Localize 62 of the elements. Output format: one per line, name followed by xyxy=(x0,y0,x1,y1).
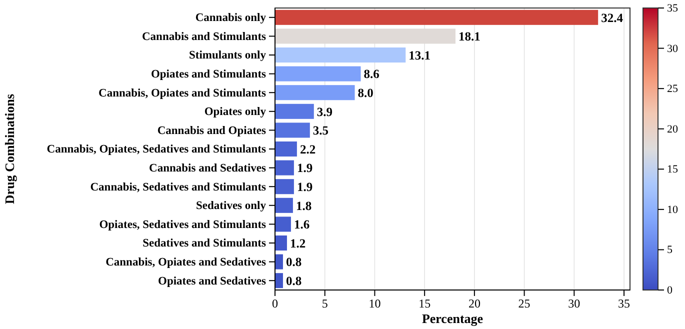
x-tick-label: 30 xyxy=(568,296,580,311)
data-label: 3.9 xyxy=(316,104,333,119)
color-bar-label: 30 xyxy=(667,42,678,55)
y-tick-label: Cannabis, Sedatives and Stimulants xyxy=(90,181,267,194)
x-tick-label: 25 xyxy=(518,296,530,311)
bar xyxy=(275,47,406,63)
data-label: 13.1 xyxy=(408,48,431,62)
data-label: 0.8 xyxy=(286,255,302,270)
bar xyxy=(275,85,355,100)
y-tick-label: Cannabis, Opiates and Sedatives xyxy=(106,256,267,268)
data-label: 1.9 xyxy=(296,180,313,194)
color-bar-label: 15 xyxy=(667,164,678,176)
color-bar-label: 0 xyxy=(667,284,673,297)
data-label: 1.9 xyxy=(296,161,313,176)
y-axis-title: Drug Combinations xyxy=(2,94,17,204)
x-tick-label: 0 xyxy=(272,296,278,311)
y-tick-label: Cannabis only xyxy=(195,12,266,24)
y-tick-label: Cannabis, Opiates and Stimulants xyxy=(98,87,267,100)
y-tick-label: Cannabis and Sedatives xyxy=(149,162,267,174)
data-label: 18.1 xyxy=(458,30,480,44)
bar xyxy=(275,122,310,138)
bar xyxy=(275,104,314,119)
bar xyxy=(275,273,283,288)
y-tick-label: Sedatives and Stimulants xyxy=(142,238,267,250)
bar xyxy=(275,235,287,251)
x-tick-label: 5 xyxy=(322,296,328,311)
bar xyxy=(275,254,283,270)
bar xyxy=(275,198,293,213)
y-tick-label: Cannabis and Opiates xyxy=(157,124,267,137)
data-label: 0.8 xyxy=(286,274,302,288)
color-bar-label: 35 xyxy=(667,2,678,15)
x-tick-label: 35 xyxy=(618,296,630,311)
bar xyxy=(275,66,361,82)
x-tick-label: 10 xyxy=(368,296,381,311)
color-bar-label: 5 xyxy=(667,244,673,256)
data-label: 3.5 xyxy=(312,124,329,138)
data-label: 1.8 xyxy=(296,198,312,213)
y-tick-label: Sedatives only xyxy=(196,200,266,212)
y-tick-label: Stimulants only xyxy=(188,50,266,62)
y-tick-label: Opiates and Sedatives xyxy=(158,275,267,288)
data-label: 32.4 xyxy=(601,10,624,25)
bar xyxy=(275,216,291,232)
color-bar-label: 25 xyxy=(667,83,678,96)
bar xyxy=(275,160,294,176)
y-tick-label: Opiates and Stimulants xyxy=(150,68,267,80)
y-tick-label: Cannabis, Opiates, Sedatives and Stimulants xyxy=(46,144,267,156)
y-tick-label: Opiates, Sedatives and Stimulants xyxy=(99,218,267,231)
data-label: 8.0 xyxy=(358,86,374,100)
color-bar-label: 10 xyxy=(667,204,678,216)
bar xyxy=(275,141,297,157)
bar xyxy=(275,179,294,194)
data-label: 8.6 xyxy=(364,67,380,82)
x-axis-title: Percentage xyxy=(422,311,484,326)
y-tick-label: Cannabis and Stimulants xyxy=(142,30,267,43)
data-label: 1.6 xyxy=(294,218,310,232)
bar xyxy=(275,10,598,25)
x-tick-label: 20 xyxy=(468,296,480,311)
x-tick-label: 15 xyxy=(418,296,431,311)
data-label: 2.2 xyxy=(300,142,316,156)
data-label: 1.2 xyxy=(290,236,306,250)
color-bar-label: 20 xyxy=(667,123,678,136)
y-tick-label: Opiates only xyxy=(204,106,266,118)
